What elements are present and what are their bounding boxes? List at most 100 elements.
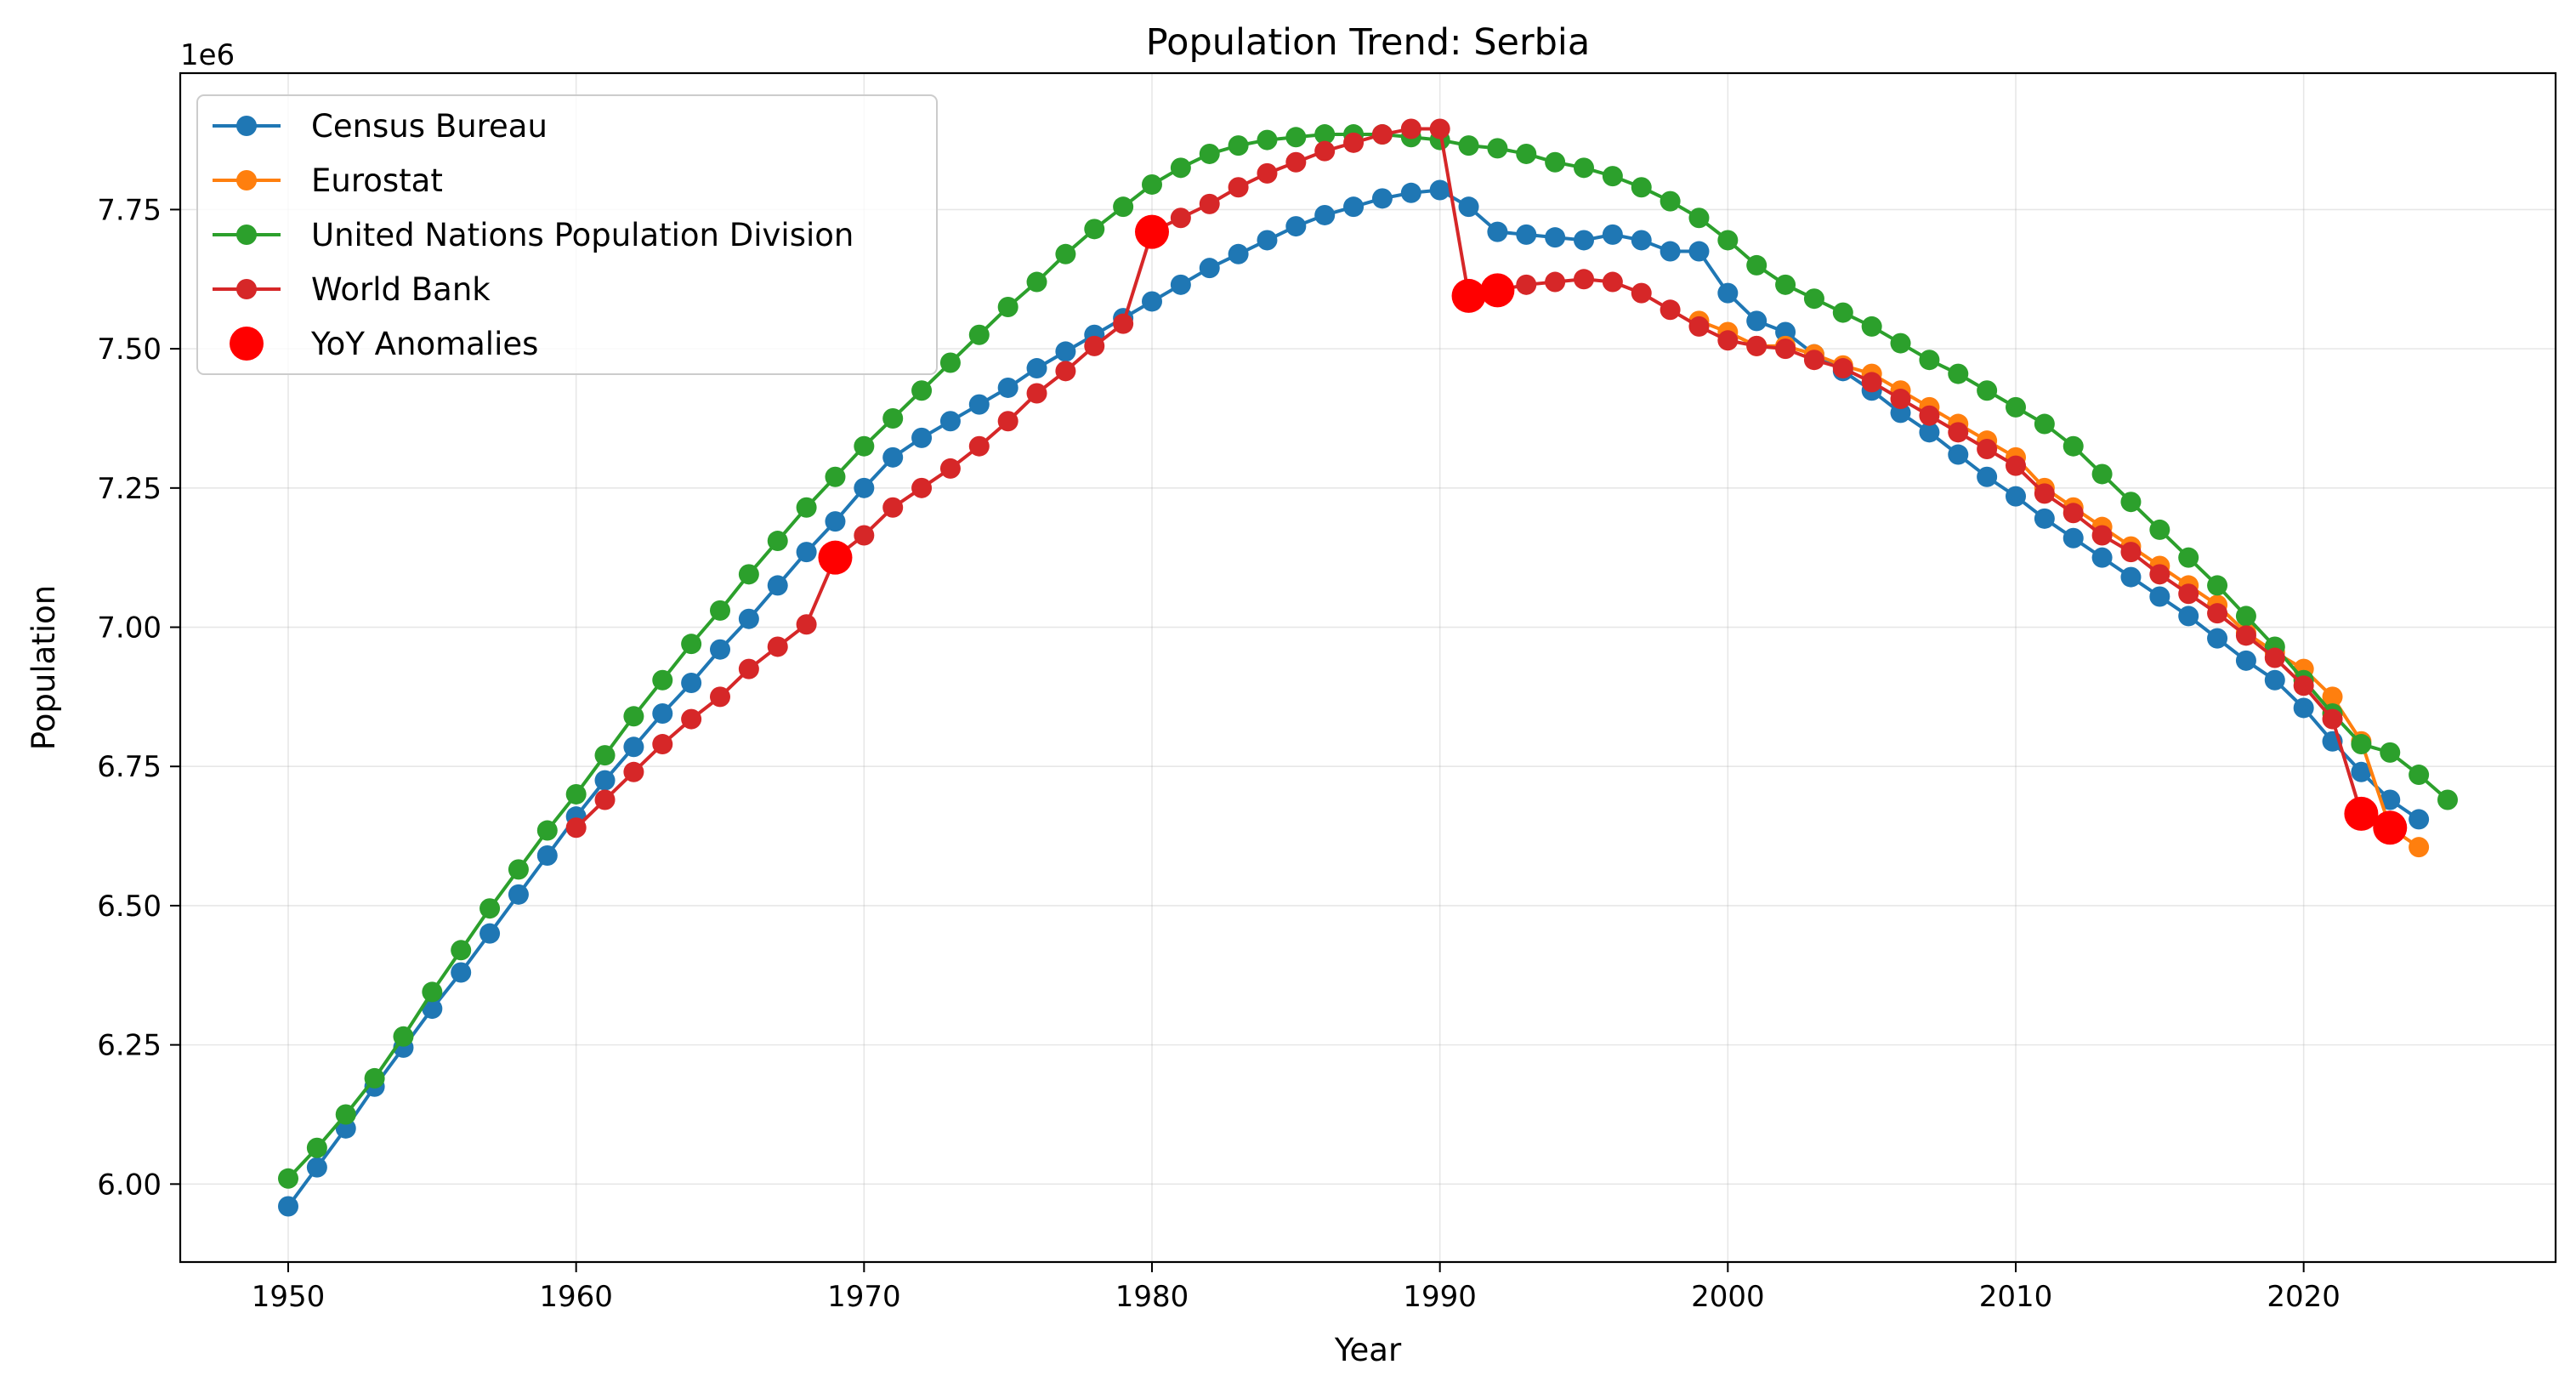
data-point-united-nations-population-division	[2178, 547, 2199, 568]
data-point-world-bank	[738, 658, 759, 679]
data-point-united-nations-population-division	[1142, 173, 1162, 195]
data-point-world-bank	[2264, 647, 2285, 668]
data-point-world-bank	[2120, 542, 2142, 563]
data-point-census-bureau	[1458, 196, 1479, 218]
data-point-united-nations-population-division	[911, 380, 933, 401]
data-point-census-bureau	[2380, 789, 2401, 810]
data-point-united-nations-population-division	[594, 745, 616, 766]
data-point-census-bureau	[738, 608, 759, 629]
data-point-world-bank	[882, 497, 904, 518]
y-offset-label: 1e6	[180, 38, 235, 72]
data-point-world-bank	[767, 636, 788, 657]
legend-label-census-bureau: Census Bureau	[311, 108, 548, 145]
data-point-united-nations-population-division	[1688, 208, 1710, 229]
legend-marker-world-bank	[236, 279, 257, 299]
data-point-united-nations-population-division	[1055, 243, 1076, 264]
data-point-world-bank	[2207, 603, 2228, 624]
data-point-world-bank	[2034, 483, 2055, 504]
series-layer	[278, 118, 2458, 1217]
y-tick-label: 7.75	[97, 193, 162, 227]
data-point-census-bureau	[1314, 204, 1336, 225]
data-point-census-bureau	[997, 377, 1018, 398]
data-point-world-bank	[968, 435, 990, 457]
data-point-united-nations-population-division	[451, 940, 472, 961]
data-point-world-bank	[2235, 625, 2256, 646]
data-point-world-bank	[1400, 118, 1421, 139]
data-point-united-nations-population-division	[2351, 734, 2372, 755]
anomaly-marker	[2344, 796, 2379, 831]
y-tick-label: 6.25	[97, 1029, 162, 1063]
data-point-united-nations-population-division	[422, 981, 443, 1003]
data-point-united-nations-population-division	[825, 466, 846, 487]
data-point-united-nations-population-division	[364, 1067, 385, 1089]
data-point-census-bureau	[278, 1196, 298, 1217]
data-point-census-bureau	[796, 542, 817, 563]
data-point-world-bank	[2063, 503, 2084, 524]
data-point-united-nations-population-division	[2006, 396, 2026, 418]
data-point-census-bureau	[1660, 241, 1681, 262]
data-point-united-nations-population-division	[681, 634, 702, 655]
data-point-united-nations-population-division	[1084, 219, 1105, 240]
data-point-census-bureau	[2409, 809, 2430, 830]
data-point-united-nations-population-division	[1717, 230, 1739, 251]
data-point-united-nations-population-division	[854, 435, 875, 457]
data-point-united-nations-population-division	[1113, 196, 1134, 218]
data-point-united-nations-population-division	[1026, 271, 1047, 293]
data-point-census-bureau	[710, 639, 730, 660]
data-point-united-nations-population-division	[652, 669, 673, 691]
data-point-united-nations-population-division	[1977, 380, 1998, 401]
anomaly-marker	[818, 540, 853, 575]
data-point-census-bureau	[1688, 241, 1710, 262]
data-point-census-bureau	[854, 477, 875, 498]
data-point-census-bureau	[1371, 188, 1393, 209]
data-point-world-bank	[1861, 372, 1882, 393]
data-point-united-nations-population-division	[1228, 135, 1249, 156]
y-tick-label: 6.50	[97, 890, 162, 924]
data-point-census-bureau	[623, 736, 644, 758]
data-point-census-bureau	[2235, 650, 2256, 671]
y-tick-label: 7.50	[97, 333, 162, 367]
data-point-census-bureau	[508, 884, 529, 905]
data-point-united-nations-population-division	[1314, 124, 1336, 145]
data-point-world-bank	[2006, 455, 2026, 476]
data-point-world-bank	[1832, 358, 1853, 379]
data-point-world-bank	[594, 789, 616, 810]
data-point-world-bank	[997, 411, 1018, 432]
data-point-united-nations-population-division	[1170, 157, 1191, 179]
data-point-census-bureau	[1516, 224, 1537, 245]
anomaly-marker	[2373, 810, 2408, 845]
data-point-census-bureau	[1429, 179, 1450, 201]
data-point-united-nations-population-division	[2437, 789, 2458, 810]
data-point-census-bureau	[2264, 669, 2285, 691]
data-point-world-bank	[1257, 162, 1278, 184]
data-point-world-bank	[1026, 383, 1047, 404]
data-point-census-bureau	[2006, 486, 2026, 507]
data-point-census-bureau	[1055, 341, 1076, 362]
data-point-united-nations-population-division	[306, 1137, 327, 1158]
data-point-united-nations-population-division	[536, 820, 558, 841]
data-point-census-bureau	[1199, 258, 1220, 279]
data-point-census-bureau	[911, 427, 933, 448]
data-point-census-bureau	[1343, 196, 1365, 218]
data-point-united-nations-population-division	[1919, 350, 1940, 371]
legend-box	[196, 94, 938, 375]
data-point-world-bank	[652, 734, 673, 755]
data-point-census-bureau	[536, 844, 558, 866]
data-point-census-bureau	[1170, 274, 1191, 295]
data-point-world-bank	[681, 708, 702, 730]
data-point-census-bureau	[1919, 422, 1940, 443]
data-point-world-bank	[1545, 271, 1566, 293]
data-point-world-bank	[2091, 525, 2113, 546]
data-point-census-bureau	[968, 394, 990, 415]
data-point-united-nations-population-division	[1458, 135, 1479, 156]
legend-marker-eurostat	[236, 170, 257, 190]
data-point-census-bureau	[1717, 282, 1739, 304]
data-point-united-nations-population-division	[2091, 463, 2113, 485]
data-point-world-bank	[1803, 350, 1824, 371]
data-point-united-nations-population-division	[968, 324, 990, 345]
data-point-world-bank	[911, 477, 933, 498]
data-point-census-bureau	[2063, 527, 2084, 549]
data-point-united-nations-population-division	[565, 783, 587, 805]
data-point-census-bureau	[1574, 230, 1594, 251]
data-point-united-nations-population-division	[1660, 190, 1681, 212]
